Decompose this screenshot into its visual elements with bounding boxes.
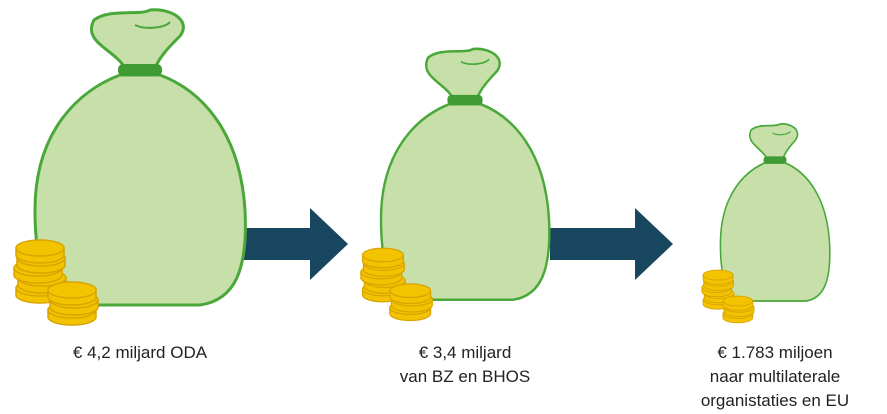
money-bag: [14, 10, 245, 325]
money-bag: [361, 49, 549, 321]
label: naar multilaterale: [710, 367, 840, 386]
money-bag: [702, 124, 830, 323]
infographic: € 4,2 miljard ODA € 3,4 miljard van BZ e…: [0, 0, 887, 414]
label: € 1.783 miljoen: [717, 343, 832, 362]
label: € 4,2 miljard ODA: [73, 343, 208, 362]
label: € 3,4 miljard: [419, 343, 512, 362]
label: van BZ en BHOS: [400, 367, 530, 386]
label: organistaties en EU: [701, 391, 849, 410]
